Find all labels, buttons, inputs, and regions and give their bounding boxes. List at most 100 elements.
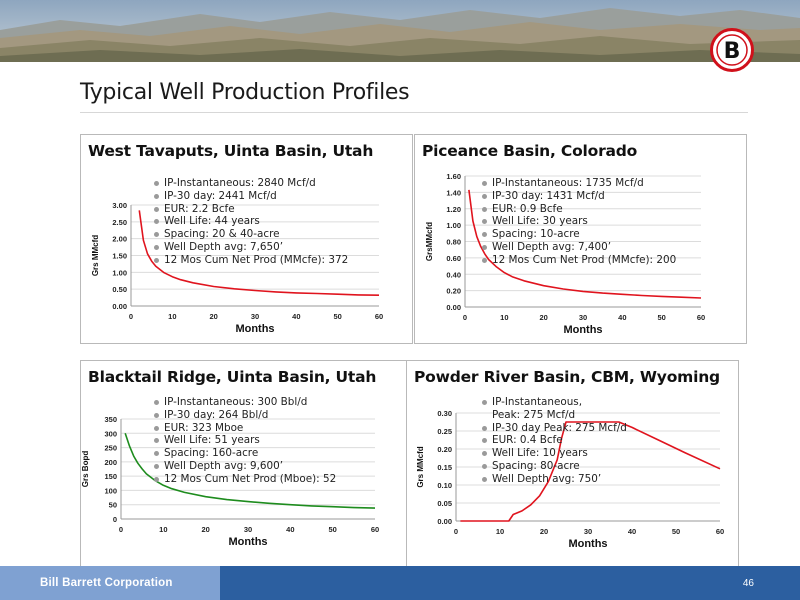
y-tick-label: 150: [104, 472, 117, 481]
mountain-landscape-image: [0, 0, 800, 62]
y-tick-label: 0: [113, 515, 117, 524]
x-tick-label: 20: [539, 313, 547, 322]
x-tick-label: 20: [209, 312, 217, 321]
chart-panel-piceance: Piceance Basin, Colorado 0.00 0.20 0.40 0.6…: [414, 134, 747, 344]
x-tick-label: 20: [201, 525, 209, 534]
y-tick-label: 50: [109, 501, 117, 510]
x-tick-label: 40: [286, 525, 294, 534]
stat-item: Well Depth avg: 7,650’: [153, 241, 348, 254]
stat-item: IP-Instantaneous: 2840 Mcf/d: [153, 177, 348, 190]
stats-list: IP-Instantaneous: 1735 Mcf/d IP-30 day: 1…: [481, 177, 676, 267]
y-tick-label: 350: [104, 415, 117, 424]
y-tick-label: 200: [104, 458, 117, 467]
footer-left-block: [0, 566, 220, 600]
y-tick-label: 0.20: [437, 445, 452, 454]
y-tick-label: 0.00: [446, 303, 461, 312]
stat-item: 12 Mos Cum Net Prod (Mboe): 52: [153, 473, 336, 486]
chart-svg: 0.00 0.50 1.00 1.50 2.00 2.50 3.00 0 10 20 30 40 50 6…: [91, 201, 383, 335]
x-tick-label: 30: [584, 527, 592, 536]
chart-title: Powder River Basin, CBM, Wyoming: [414, 368, 720, 386]
x-tick-label: 60: [371, 525, 379, 534]
series-line: [468, 189, 702, 299]
chart-panel-west-tavaputs: West Tavaputs, Uinta Basin, Utah 0.00 0.5…: [80, 134, 413, 344]
stat-item: IP-30 day: 1431 Mcf/d: [481, 190, 676, 203]
footer-company-name: Bill Barrett Corporation: [40, 577, 173, 589]
x-tick-label: 10: [168, 312, 176, 321]
footer-bar: Bill Barrett Corporation 46: [0, 566, 800, 600]
stat-item: Peak: 275 Mcf/d: [492, 408, 576, 421]
x-tick-label: 50: [333, 312, 341, 321]
stat-item: EUR: 0.4 Bcfe: [481, 434, 627, 447]
chart-title: Blacktail Ridge, Uinta Basin, Utah: [88, 368, 377, 386]
x-tick-label: 10: [159, 525, 167, 534]
x-tick-label: 60: [716, 527, 724, 536]
page-number: 46: [742, 578, 754, 589]
y-tick-label: 1.50: [112, 252, 127, 261]
x-tick-label: 30: [579, 313, 587, 322]
y-tick-label: 2.00: [112, 235, 127, 244]
x-tick-label: 50: [672, 527, 680, 536]
chart-title: Piceance Basin, Colorado: [422, 142, 638, 160]
y-tick-label: 0.05: [437, 499, 452, 508]
y-tick-label: 0.10: [437, 481, 452, 490]
x-axis-label: Months: [563, 324, 602, 336]
stat-item: Well Life: 10 years: [481, 447, 627, 460]
y-tick-label: 0.15: [437, 463, 452, 472]
y-tick-label: 1.00: [112, 268, 127, 277]
chart-svg: 0 50 100 150 200 250 300 350 0 10 20 30 40 50 60 Months…: [81, 415, 379, 548]
company-logo: B: [710, 28, 754, 72]
x-tick-label: 0: [463, 313, 467, 322]
stat-item: Well Life: 30 years: [481, 215, 676, 228]
chart-svg: 0.00 0.05 0.10 0.15 0.20 0.25 0.30 0 10 20 30 40 50 6…: [416, 409, 724, 550]
stat-item: Spacing: 20 & 40-acre: [153, 228, 348, 241]
stat-item: EUR: 0.9 Bcfe: [481, 203, 676, 216]
y-tick-label: 0.00: [112, 302, 127, 311]
chart-panel-blacktail-ridge: Blacktail Ridge, Uinta Basin, Utah 0 50 10…: [80, 360, 413, 570]
stat-item: IP-30 day Peak: 275 Mcf/d: [481, 422, 627, 435]
x-axis-label: Months: [228, 536, 267, 548]
x-tick-label: 30: [251, 312, 259, 321]
x-tick-label: 0: [454, 527, 458, 536]
x-tick-label: 40: [628, 527, 636, 536]
y-tick-label: 3.00: [112, 201, 127, 210]
mountain-banner: [0, 0, 800, 62]
chart-panel-powder-river: Powder River Basin, CBM, Wyoming 0.00 0.0…: [406, 360, 739, 570]
y-tick-label: 0.60: [446, 254, 461, 263]
chart-title: West Tavaputs, Uinta Basin, Utah: [88, 142, 374, 160]
series-line: [124, 433, 376, 509]
stats-list: IP-Instantaneous: 2840 Mcf/d IP-30 day: 2…: [153, 177, 348, 267]
stat-item: IP-30 day: 2441 Mcf/d: [153, 190, 348, 203]
x-tick-label: 30: [244, 525, 252, 534]
x-tick-label: 60: [697, 313, 705, 322]
x-tick-label: 40: [618, 313, 626, 322]
x-tick-label: 60: [375, 312, 383, 321]
x-tick-label: 50: [657, 313, 665, 322]
y-tick-label: 1.60: [446, 172, 461, 181]
stat-item: 12 Mos Cum Net Prod (MMcfe): 372: [153, 254, 348, 267]
x-tick-label: 10: [500, 313, 508, 322]
stat-item: IP-Instantaneous,: [481, 396, 627, 409]
series-line: [138, 210, 380, 296]
y-tick-label: 100: [104, 486, 117, 495]
stat-item: Well Depth avg: 750’: [481, 473, 627, 486]
title-divider: [80, 112, 748, 113]
y-tick-label: 0.00: [437, 517, 452, 526]
y-tick-label: 1.00: [446, 221, 461, 230]
stat-item: Spacing: 10-acre: [481, 228, 676, 241]
y-tick-label: 0.30: [437, 409, 452, 418]
y-tick-label: 0.25: [437, 427, 452, 436]
y-axis-label: Grs MMcfd: [416, 446, 425, 487]
logo-letter: B: [724, 39, 741, 64]
stat-item: IP-Instantaneous: 1735 Mcf/d: [481, 177, 676, 190]
series-line: [460, 421, 721, 522]
y-tick-label: 1.20: [446, 205, 461, 214]
x-tick-label: 0: [119, 525, 123, 534]
x-tick-label: 40: [292, 312, 300, 321]
y-tick-label: 1.40: [446, 188, 461, 197]
chart-svg: 0.00 0.20 0.40 0.60 0.80 1.00 1.20 1.40 1.60 0 10 2…: [425, 172, 705, 336]
y-tick-label: 0.40: [446, 270, 461, 279]
x-tick-label: 50: [328, 525, 336, 534]
y-tick-label: 250: [104, 444, 117, 453]
stat-item: IP-30 day: 264 Bbl/d: [153, 409, 336, 422]
stat-item: Well Life: 44 years: [153, 215, 348, 228]
